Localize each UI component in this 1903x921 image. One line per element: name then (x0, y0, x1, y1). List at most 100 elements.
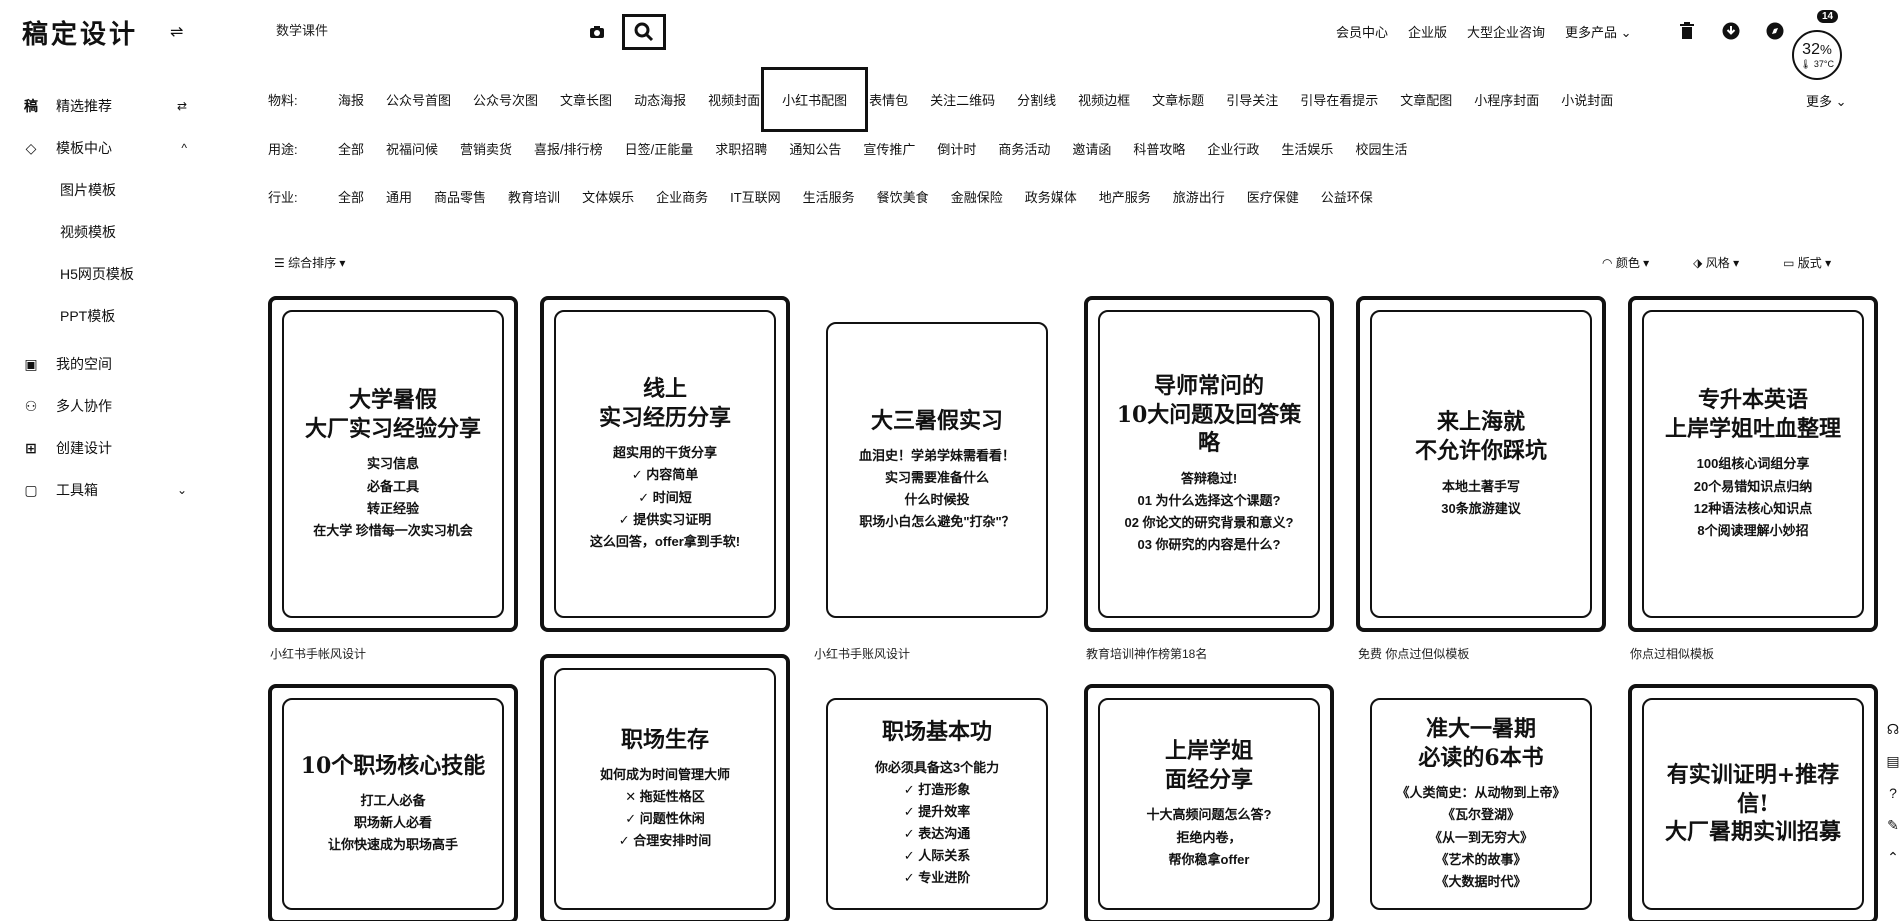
sidebar-subitem-image[interactable]: 图片模板 (60, 182, 116, 198)
filter-option[interactable]: 动态海报 (634, 92, 687, 108)
template-caption[interactable]: 教育培训神作榜第18名 (1086, 647, 1208, 661)
filter-option[interactable]: 邀请函 (1072, 141, 1112, 157)
filter-option[interactable]: 宣传推广 (863, 141, 916, 157)
filter-option[interactable]: 倒计时 (937, 141, 977, 157)
chevron-up-icon[interactable]: ^ (181, 141, 187, 155)
filter-option[interactable]: 校园生活 (1355, 141, 1408, 157)
enterprise-consult-link[interactable]: 大型企业咨询 (1467, 25, 1546, 40)
filter-option[interactable]: 商务活动 (998, 141, 1051, 157)
template-card[interactable]: 上岸学姐 面经分享 十大高频问题怎么答? 拒绝内卷， 帮你稳拿offer (1084, 684, 1334, 921)
filter-option[interactable]: 商品零售 (434, 189, 487, 205)
filter-option[interactable]: 日签/正能量 (624, 141, 694, 157)
filter-option[interactable]: 小红书配图 (761, 66, 869, 132)
filter-option[interactable]: 金融保险 (950, 189, 1003, 205)
search-input[interactable] (276, 22, 576, 37)
filter-option[interactable]: 小程序封面 (1474, 92, 1540, 108)
filter-option[interactable]: 公益环保 (1320, 189, 1373, 205)
more-products-link[interactable]: 更多产品 ⌄ (1565, 25, 1632, 40)
compass-icon[interactable] (1764, 20, 1786, 42)
sidebar-subitem-h5[interactable]: H5网页模板 (60, 266, 134, 282)
filter-option[interactable]: 文体娱乐 (582, 189, 635, 205)
layout-dropdown[interactable]: ▭ 版式 ▾ (1783, 256, 1832, 270)
sidebar-subitem-video[interactable]: 视频模板 (60, 224, 116, 240)
filter-option[interactable]: 教育培训 (508, 189, 561, 205)
filter-option[interactable]: 求职招聘 (715, 141, 768, 157)
filter-option[interactable]: 喜报/排行榜 (534, 141, 603, 157)
template-card[interactable]: 职场生存 如何成为时间管理大师 ✕ 拖延性格区 ✓ 问题性休闲 ✓ 合理安排时间 (540, 654, 790, 921)
template-card[interactable]: 线上 实习经历分享 超实用的干货分享 ✓ 内容简单 ✓ 时间短 ✓ 提供实习证明 … (540, 296, 790, 632)
filter-option[interactable]: 餐饮美食 (876, 189, 929, 205)
template-card[interactable]: 有实训证明+推荐信! 大厂暑期实训招募 (1628, 684, 1878, 921)
member-center-link[interactable]: 会员中心 (1336, 25, 1389, 40)
template-card[interactable]: 准大一暑期 必读的6本书 《人类简史：从动物到上帝》 《瓦尔登湖》 《从一到无穷大… (1356, 684, 1606, 921)
filter-option[interactable]: 引导关注 (1226, 92, 1279, 108)
template-card[interactable]: 来上海就 不允许你踩坑 本地土著手写 30条旅游建议 (1356, 296, 1606, 632)
filter-option[interactable]: 海报 (338, 92, 365, 108)
filter-option[interactable]: 营销卖货 (460, 141, 513, 157)
filter-option[interactable]: 分割线 (1017, 92, 1057, 108)
filter-option[interactable]: IT互联网 (730, 189, 781, 205)
performance-gauge[interactable]: 32% 🌡 37°C (1792, 30, 1842, 80)
filter-option[interactable]: 公众号次图 (473, 92, 539, 108)
filter-option[interactable]: 文章长图 (560, 92, 613, 108)
edit-icon[interactable]: ✎ (1887, 816, 1899, 833)
template-card[interactable]: 导师常问的 10大问题及回答策略 答辩稳过! 01 为什么选择这个课题? 02 你… (1084, 296, 1334, 632)
template-card[interactable]: 专升本英语 上岸学姐吐血整理 100组核心词组分享 20个易错知识点归纳 12种语… (1628, 296, 1878, 632)
filter-option[interactable]: 文章配图 (1400, 92, 1453, 108)
sidebar-item-featured[interactable]: 稿 精选推荐 ⇄ (22, 94, 187, 118)
style-dropdown[interactable]: ⬗ 风格 ▾ (1693, 256, 1740, 270)
filter-option[interactable]: 地产服务 (1098, 189, 1151, 205)
filter-option[interactable]: 文章标题 (1152, 92, 1205, 108)
filter-option[interactable]: 企业行政 (1207, 141, 1260, 157)
filter-option[interactable]: 生活服务 (802, 189, 855, 205)
sidebar-item-collab[interactable]: ⚇ 多人协作 (22, 394, 187, 418)
sidebar-item-toolbox[interactable]: ▢ 工具箱 ⌄ (22, 478, 187, 502)
filter-option[interactable]: 表情包 (869, 92, 909, 108)
filter-option[interactable]: 科普攻略 (1133, 141, 1186, 157)
trash-icon[interactable] (1676, 20, 1698, 42)
filter-option[interactable]: 关注二维码 (930, 92, 996, 108)
document-icon[interactable]: ▤ (1886, 752, 1900, 769)
filter-option[interactable]: 企业商务 (656, 189, 709, 205)
app-logo[interactable]: 稿定设计 (22, 19, 139, 49)
template-card[interactable]: 10个职场核心技能 打工人必备 职场新人必看 让你快速成为职场高手 (268, 684, 518, 921)
back-to-top-icon[interactable]: ⌃ (1887, 848, 1899, 865)
chevron-down-icon[interactable]: ⌄ (176, 483, 187, 497)
sidebar-item-templates[interactable]: ◇ 模板中心 ^ (22, 136, 187, 160)
color-dropdown[interactable]: ◠ 颜色 ▾ (1602, 256, 1650, 270)
camera-icon[interactable] (586, 21, 608, 43)
filter-option[interactable]: 通知公告 (789, 141, 842, 157)
headset-icon[interactable]: ☊ (1886, 720, 1900, 737)
swap-icon[interactable]: ⇄ (176, 99, 187, 113)
template-card[interactable]: 大三暑假实习 血泪史！学弟学妹需看看！ 实习需要准备什么 什么时候投 职场小白怎么… (812, 308, 1062, 632)
enterprise-link[interactable]: 企业版 (1408, 25, 1448, 40)
filter-option[interactable]: 医疗保健 (1246, 189, 1299, 205)
download-icon[interactable] (1720, 20, 1742, 42)
template-card[interactable]: 大学暑假 大厂实习经验分享 实习信息 必备工具 转正经验 在大学 珍惜每一次实习机… (268, 296, 518, 632)
filter-option[interactable]: 政务媒体 (1024, 189, 1077, 205)
template-caption[interactable]: 小红书手帐风设计 (270, 647, 367, 661)
template-card[interactable]: 职场基本功 你必须具备这3个能力 ✓ 打造形象 ✓ 提升效率 ✓ 表达沟通 ✓ 人… (812, 684, 1062, 921)
filter-option[interactable]: 全部 (338, 189, 365, 205)
filter-option[interactable]: 全部 (338, 141, 365, 157)
template-caption[interactable]: 免费 你点过但似模板 (1358, 647, 1470, 661)
template-caption[interactable]: 小红书手账风设计 (814, 647, 911, 661)
more-filters-button[interactable]: 更多 ⌄ (1806, 94, 1847, 109)
filter-option[interactable]: 视频边框 (1078, 92, 1131, 108)
filter-option[interactable]: 生活娱乐 (1281, 141, 1334, 157)
search-button[interactable] (622, 14, 666, 50)
sidebar-item-my-space[interactable]: ▣ 我的空间 (22, 352, 187, 376)
sort-dropdown[interactable]: ☰ 综合排序 ▾ (274, 254, 345, 271)
sidebar-subitem-ppt[interactable]: PPT模板 (60, 308, 116, 324)
filter-option[interactable]: 小说封面 (1561, 92, 1614, 108)
filter-option[interactable]: 引导在看提示 (1300, 92, 1379, 108)
collapse-icon[interactable]: ⇌ (170, 24, 184, 41)
notification-badge[interactable]: 14 (1817, 10, 1839, 23)
filter-option[interactable]: 祝福问候 (386, 141, 439, 157)
help-icon[interactable]: ? (1889, 785, 1897, 801)
sidebar-item-create[interactable]: ⊞ 创建设计 (22, 436, 187, 460)
filter-option[interactable]: 通用 (386, 189, 413, 205)
filter-option[interactable]: 公众号首图 (386, 92, 452, 108)
filter-option[interactable]: 旅游出行 (1172, 189, 1225, 205)
template-caption[interactable]: 你点过相似模板 (1630, 647, 1715, 661)
